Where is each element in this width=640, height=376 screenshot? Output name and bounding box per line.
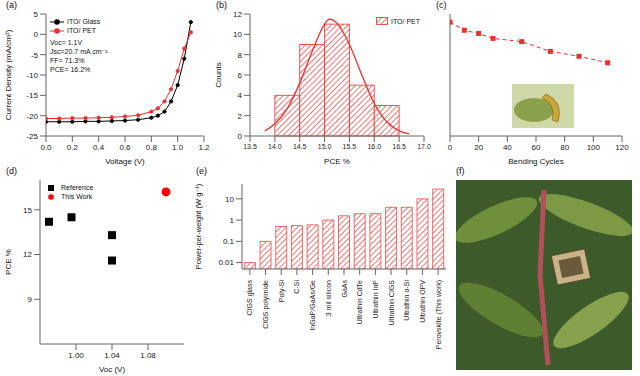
- svg-text:14.0: 14.0: [268, 143, 282, 150]
- svg-text:4: 4: [238, 91, 243, 100]
- svg-text:Ultrathin OPV: Ultrathin OPV: [419, 280, 426, 323]
- svg-text:15.5: 15.5: [343, 143, 357, 150]
- html-text:Reference: Reference: [61, 184, 94, 191]
- svg-text:1.0: 1.0: [172, 143, 184, 152]
- svg-text:13.5: 13.5: [243, 143, 257, 150]
- svg-text:GaAs: GaAs: [341, 280, 348, 298]
- svg-text:8: 8: [238, 51, 243, 60]
- svg-text:9: 9: [28, 295, 33, 304]
- svg-text:1.04: 1.04: [104, 351, 120, 360]
- svg-text:Current Density (mA/cm²): Current Density (mA/cm²): [4, 29, 13, 120]
- svg-text:15.0: 15.0: [318, 143, 332, 150]
- html-text:Jsc=20.7 mA cm⁻²: Jsc=20.7 mA cm⁻²: [50, 48, 108, 55]
- svg-text:Voc (V): Voc (V): [99, 365, 126, 374]
- svg-text:PCE %: PCE %: [4, 249, 13, 275]
- svg-text:Bending Cycles: Bending Cycles: [508, 157, 564, 166]
- svg-text:12: 12: [233, 10, 242, 19]
- svg-text:40: 40: [503, 143, 512, 152]
- svg-text:0: 0: [238, 132, 243, 141]
- svg-text:80: 80: [560, 143, 569, 152]
- svg-text:1.00: 1.00: [68, 351, 84, 360]
- svg-text:12: 12: [23, 250, 32, 259]
- svg-text:Ultrathin α-Si: Ultrathin α-Si: [403, 280, 410, 321]
- svg-text:6: 6: [238, 71, 243, 80]
- svg-text:17.0: 17.0: [417, 143, 431, 150]
- html-text:FF= 71.3%: FF= 71.3%: [50, 57, 85, 64]
- svg-text:Ultrathin InP: Ultrathin InP: [372, 280, 379, 319]
- svg-text:-20: -20: [26, 112, 38, 121]
- svg-text:0: 0: [34, 30, 39, 39]
- svg-text:16.5: 16.5: [392, 143, 406, 150]
- svg-text:Voltage (V): Voltage (V): [105, 157, 145, 166]
- svg-text:-10: -10: [26, 71, 38, 80]
- html-text:(a): (a): [6, 0, 17, 10]
- svg-text:10: 10: [233, 30, 242, 39]
- html-text:This Work: This Work: [61, 193, 93, 200]
- svg-text:-25: -25: [26, 132, 38, 141]
- svg-text:0.6: 0.6: [119, 143, 131, 152]
- html-text:PCE= 16.2%: PCE= 16.2%: [50, 66, 91, 73]
- svg-text:20: 20: [474, 143, 483, 152]
- svg-text:100: 100: [587, 143, 601, 152]
- html-text:(d): (d): [6, 166, 17, 176]
- html-text:ITO/ PET: ITO/ PET: [391, 17, 420, 25]
- svg-text:C-Si: C-Si: [293, 280, 300, 294]
- svg-text:120: 120: [615, 143, 629, 152]
- svg-text:5: 5: [34, 10, 39, 19]
- svg-text:PCE %: PCE %: [324, 157, 350, 166]
- svg-text:10: 10: [225, 195, 234, 204]
- svg-text:14.5: 14.5: [293, 143, 307, 150]
- svg-text:0.4: 0.4: [93, 143, 105, 152]
- svg-text:Power-per-weight (W g⁻¹): Power-per-weight (W g⁻¹): [194, 183, 203, 269]
- svg-text:1.08: 1.08: [140, 351, 156, 360]
- svg-text:-15: -15: [26, 91, 38, 100]
- svg-text:Perovskite (This work): Perovskite (This work): [435, 280, 443, 349]
- svg-text:15: 15: [23, 206, 32, 215]
- svg-text:0.0: 0.0: [40, 143, 52, 152]
- svg-text:60: 60: [532, 143, 541, 152]
- svg-text:CIGS glass: CIGS glass: [246, 280, 254, 316]
- svg-text:Ultrathin CIGS: Ultrathin CIGS: [388, 280, 395, 325]
- svg-text:0.2: 0.2: [67, 143, 79, 152]
- svg-text:2: 2: [238, 112, 243, 121]
- html-text:(f): (f): [456, 166, 465, 176]
- html-text:ITO/ PET: ITO/ PET: [67, 27, 96, 34]
- svg-text:Ultrathin CdTe: Ultrathin CdTe: [356, 280, 363, 324]
- html-text:(c): (c): [436, 0, 447, 10]
- svg-text:16.0: 16.0: [367, 143, 381, 150]
- svg-text:0.8: 0.8: [146, 143, 158, 152]
- svg-text:0: 0: [448, 143, 453, 152]
- svg-text:1.2: 1.2: [198, 143, 210, 152]
- html-text:Voc= 1.1V: Voc= 1.1V: [50, 39, 83, 46]
- svg-text:3 mil silicon: 3 mil silicon: [325, 280, 332, 316]
- html-text:(e): (e): [196, 166, 207, 176]
- svg-text:0.1: 0.1: [223, 237, 235, 246]
- html-text:ITO/ Glass: ITO/ Glass: [67, 18, 101, 25]
- svg-text:Poly-Si: Poly-Si: [278, 280, 286, 303]
- svg-text:1: 1: [230, 216, 235, 225]
- svg-text:0.01: 0.01: [218, 258, 234, 267]
- svg-text:InGaP/GaAs/Ge: InGaP/GaAs/Ge: [309, 280, 316, 331]
- svg-text:Counts: Counts: [214, 62, 223, 87]
- svg-text:-5: -5: [31, 51, 39, 60]
- svg-text:CIGS polyimide: CIGS polyimide: [262, 280, 270, 329]
- html-text:(b): (b): [216, 0, 227, 10]
